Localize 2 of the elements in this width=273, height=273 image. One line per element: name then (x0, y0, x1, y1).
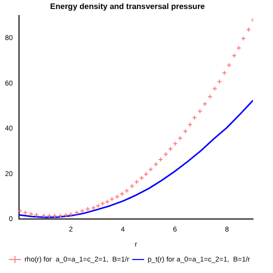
point (18, 208, 22, 214)
chart-title: Energy density and transversal pressure (50, 2, 206, 12)
